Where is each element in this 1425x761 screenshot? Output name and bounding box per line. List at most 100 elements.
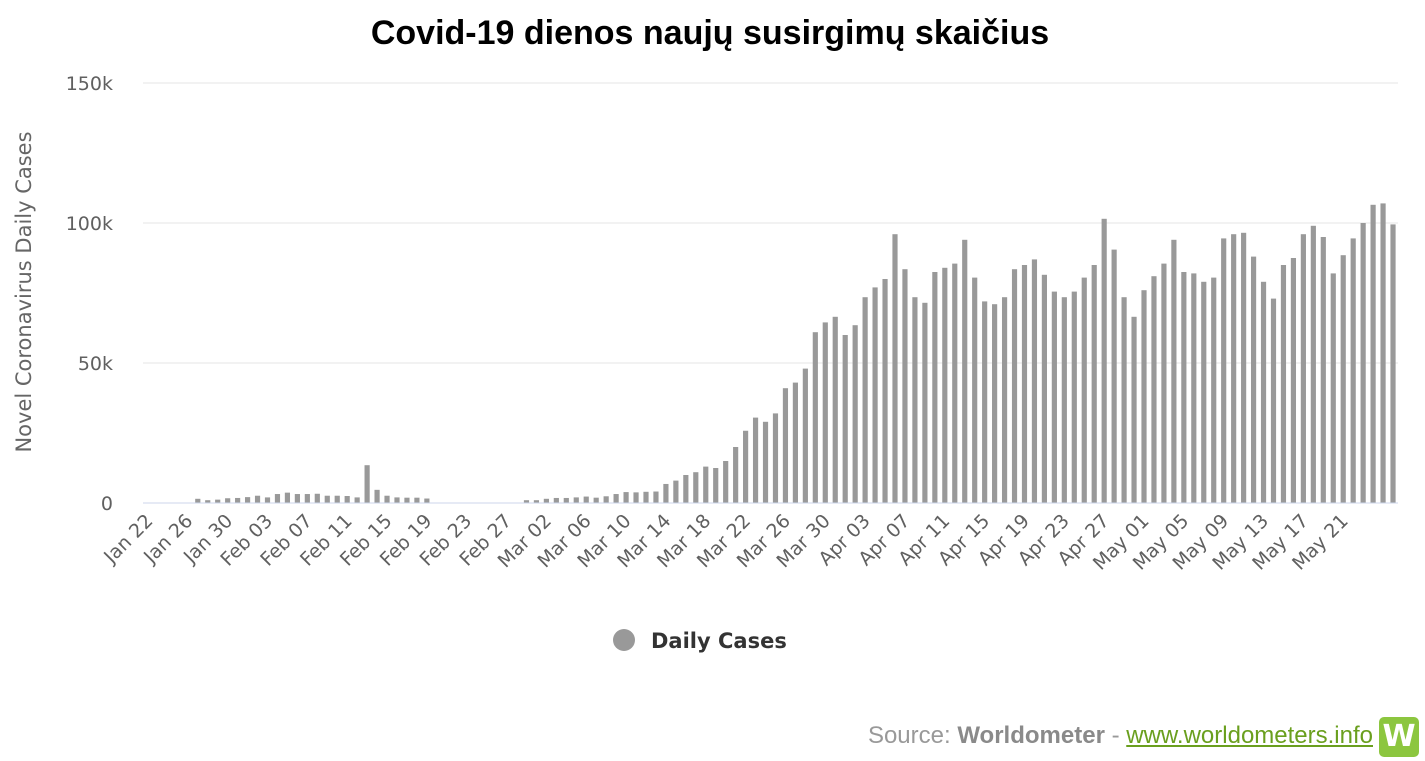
bar[interactable]	[264, 497, 271, 503]
legend[interactable]: Daily Cases	[613, 629, 787, 653]
bar[interactable]	[244, 497, 251, 503]
bar[interactable]	[225, 498, 231, 503]
bar[interactable]	[414, 497, 420, 503]
bar[interactable]	[563, 497, 569, 503]
bar[interactable]	[384, 495, 390, 503]
bar[interactable]	[1360, 223, 1366, 503]
bar[interactable]	[1270, 298, 1277, 503]
bar[interactable]	[713, 468, 719, 503]
bar[interactable]	[205, 500, 211, 503]
bar[interactable]	[1300, 234, 1306, 503]
bar[interactable]	[583, 496, 589, 503]
bar[interactable]	[693, 472, 699, 503]
bar[interactable]	[752, 417, 759, 503]
bar[interactable]	[593, 497, 599, 503]
bar[interactable]	[852, 325, 858, 503]
bar[interactable]	[782, 388, 789, 503]
bar[interactable]	[195, 498, 201, 503]
bar[interactable]	[1121, 297, 1127, 503]
bar[interactable]	[523, 500, 530, 503]
bar[interactable]	[533, 500, 540, 503]
bar[interactable]	[992, 304, 998, 503]
bar[interactable]	[1310, 225, 1316, 504]
bar[interactable]	[274, 494, 281, 503]
bar[interactable]	[623, 492, 629, 503]
bar[interactable]	[653, 491, 659, 503]
bar[interactable]	[354, 497, 360, 503]
bar[interactable]	[344, 496, 350, 503]
bar[interactable]	[663, 483, 669, 503]
bar[interactable]	[733, 447, 739, 503]
bar[interactable]	[1141, 290, 1147, 503]
bar[interactable]	[643, 491, 649, 503]
bar[interactable]	[603, 496, 609, 503]
bar[interactable]	[553, 497, 559, 503]
bar[interactable]	[633, 492, 639, 503]
bar[interactable]	[1011, 269, 1018, 503]
bar[interactable]	[792, 382, 798, 503]
bar[interactable]	[254, 495, 261, 503]
bar[interactable]	[822, 322, 828, 503]
bar[interactable]	[862, 297, 868, 503]
bar[interactable]	[1131, 316, 1137, 503]
bar[interactable]	[284, 492, 291, 503]
bar[interactable]	[723, 461, 729, 503]
bar[interactable]	[872, 287, 878, 503]
bar[interactable]	[902, 269, 908, 503]
bar[interactable]	[1201, 281, 1207, 503]
bar[interactable]	[1021, 265, 1028, 503]
bar[interactable]	[1320, 237, 1326, 503]
bar[interactable]	[404, 497, 410, 503]
bar[interactable]	[1370, 204, 1376, 504]
source-link[interactable]: www.worldometers.info	[1126, 722, 1373, 749]
bar[interactable]	[1041, 274, 1047, 503]
bar[interactable]	[1091, 265, 1097, 503]
bar[interactable]	[932, 272, 938, 503]
bar[interactable]	[294, 494, 300, 503]
bar[interactable]	[1380, 203, 1386, 503]
bar[interactable]	[832, 316, 838, 503]
bar[interactable]	[304, 494, 310, 503]
bar[interactable]	[1290, 258, 1297, 503]
bar[interactable]	[683, 475, 689, 503]
bar[interactable]	[1071, 291, 1077, 503]
bar[interactable]	[1390, 224, 1396, 503]
bar[interactable]	[314, 493, 320, 503]
bar[interactable]	[374, 489, 380, 503]
bar[interactable]	[812, 332, 818, 503]
bar[interactable]	[1031, 259, 1038, 503]
bar[interactable]	[1191, 273, 1197, 503]
bar[interactable]	[982, 301, 988, 503]
bar[interactable]	[1081, 277, 1087, 503]
bar[interactable]	[1211, 277, 1217, 503]
bar[interactable]	[842, 335, 848, 503]
bar[interactable]	[1260, 281, 1267, 503]
bar[interactable]	[743, 430, 749, 503]
bar[interactable]	[1250, 256, 1257, 503]
bar[interactable]	[1340, 255, 1346, 503]
bar[interactable]	[1101, 218, 1107, 504]
bar[interactable]	[1280, 265, 1287, 503]
bar[interactable]	[882, 279, 888, 503]
bar[interactable]	[1241, 232, 1247, 504]
bar[interactable]	[613, 494, 619, 503]
bar[interactable]	[543, 498, 549, 503]
bar[interactable]	[912, 297, 918, 503]
bar[interactable]	[802, 368, 808, 503]
bar[interactable]	[1330, 273, 1336, 503]
bar[interactable]	[364, 465, 370, 503]
bar[interactable]	[1061, 297, 1067, 503]
bar[interactable]	[1051, 291, 1057, 503]
bar[interactable]	[1151, 276, 1157, 503]
bar[interactable]	[324, 495, 330, 503]
bar[interactable]	[1181, 272, 1187, 503]
bar[interactable]	[673, 480, 679, 503]
bar[interactable]	[703, 466, 709, 503]
bar[interactable]	[573, 497, 579, 503]
bar[interactable]	[235, 497, 241, 503]
bar[interactable]	[1111, 249, 1117, 503]
bar[interactable]	[1350, 238, 1356, 503]
bar[interactable]	[1171, 239, 1177, 504]
bar[interactable]	[892, 234, 898, 503]
bar[interactable]	[1231, 234, 1237, 503]
